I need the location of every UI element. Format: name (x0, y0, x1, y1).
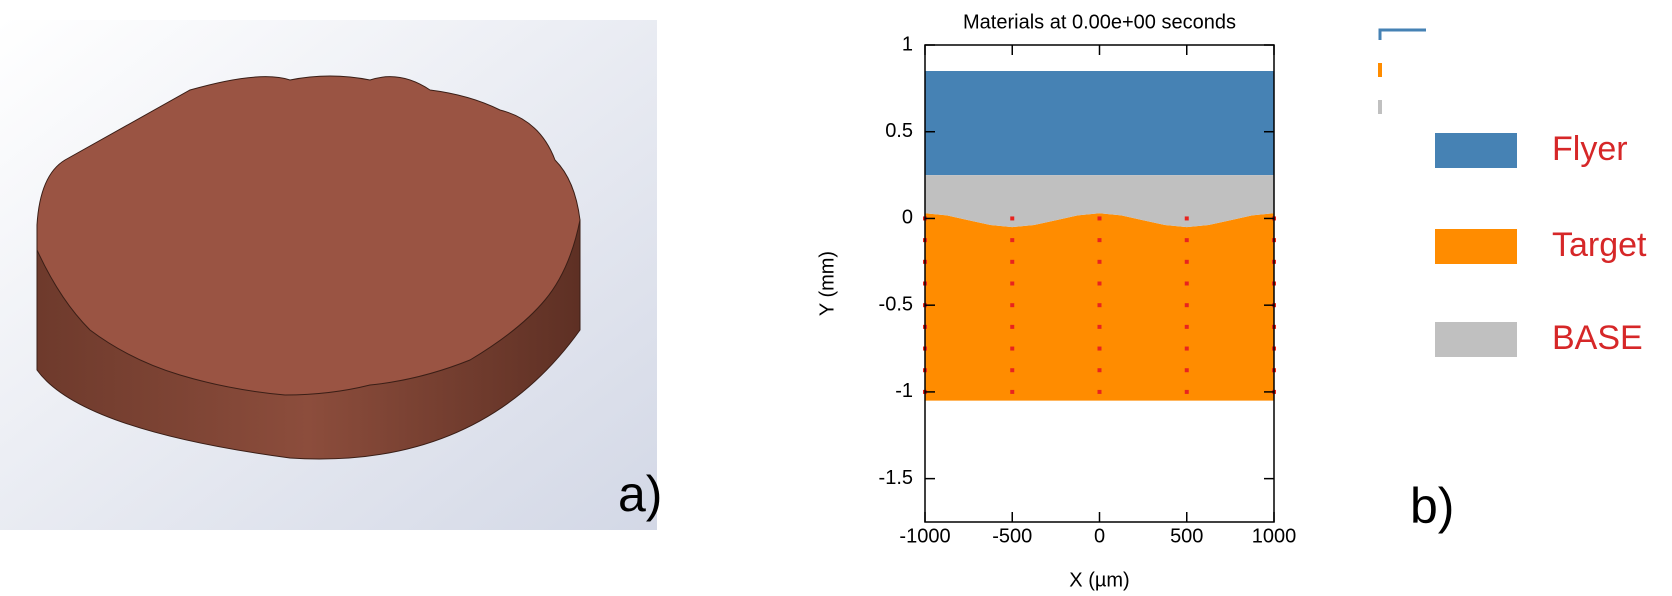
y-axis-label: Y (mm) (816, 251, 838, 316)
tracer-point (1185, 238, 1189, 242)
tracer-point (1098, 282, 1102, 286)
x-tick-label: 0 (1094, 525, 1105, 547)
legend-label: Target (1552, 226, 1647, 264)
tracer-point (1098, 347, 1102, 351)
legend-label: BASE (1552, 319, 1643, 357)
x-tick-label: -500 (992, 525, 1032, 547)
material-region (925, 71, 1274, 175)
legend-swatch (1435, 229, 1517, 264)
legend-label: Flyer (1552, 130, 1628, 168)
chart: Materials at 0.00e+00 seconds X (µm) Y (mm… (816, 11, 1647, 591)
tracer-point (1010, 347, 1014, 351)
tracer-point (1098, 390, 1102, 394)
tracer-point (1098, 260, 1102, 264)
tracer-point (1098, 303, 1102, 307)
x-tick-label: -1000 (899, 525, 950, 547)
tracer-point (1098, 325, 1102, 329)
tracer-point (1098, 216, 1102, 220)
tracer-point (1098, 368, 1102, 372)
tracer-point (1185, 390, 1189, 394)
tracer-point (1185, 325, 1189, 329)
legend-artifact-swatch (1378, 63, 1382, 77)
y-tick-label: -1 (895, 380, 913, 402)
y-tick-label: -1.5 (879, 467, 913, 489)
tracer-point (1010, 260, 1014, 264)
chart-title: Materials at 0.00e+00 seconds (963, 11, 1236, 33)
x-tick-label: 500 (1170, 525, 1203, 547)
tracer-point (1010, 216, 1014, 220)
y-tick-label: 0 (902, 207, 913, 229)
y-tick-label: 1 (902, 33, 913, 55)
tracer-point (1185, 368, 1189, 372)
tracer-point (1010, 390, 1014, 394)
tracer-point (1185, 260, 1189, 264)
tracer-point (1185, 282, 1189, 286)
y-tick-label: -0.5 (879, 293, 913, 315)
tracer-point (1010, 238, 1014, 242)
tracer-point (1185, 303, 1189, 307)
tracer-point (1010, 368, 1014, 372)
y-tick-label: 0.5 (885, 120, 913, 142)
tracer-point (1010, 303, 1014, 307)
x-axis-label: X (µm) (1069, 569, 1129, 591)
render-panel (0, 20, 657, 530)
panel-label: a) (618, 466, 662, 522)
legend-swatch (1435, 133, 1517, 168)
legend-artifact-line (1380, 30, 1426, 40)
legend-artifact (1378, 30, 1426, 114)
x-tick-label: 1000 (1252, 525, 1297, 547)
panel-label: b) (1410, 478, 1454, 534)
tracer-point (1185, 216, 1189, 220)
figure: a) b) Materials at 0.00e+00 seconds X (µm… (0, 0, 1672, 596)
tracer-point (1010, 325, 1014, 329)
tracer-point (1010, 282, 1014, 286)
legend-swatch (1435, 322, 1517, 357)
tracer-point (1185, 347, 1189, 351)
tracer-point (1098, 238, 1102, 242)
legend-artifact-swatch (1378, 100, 1382, 114)
